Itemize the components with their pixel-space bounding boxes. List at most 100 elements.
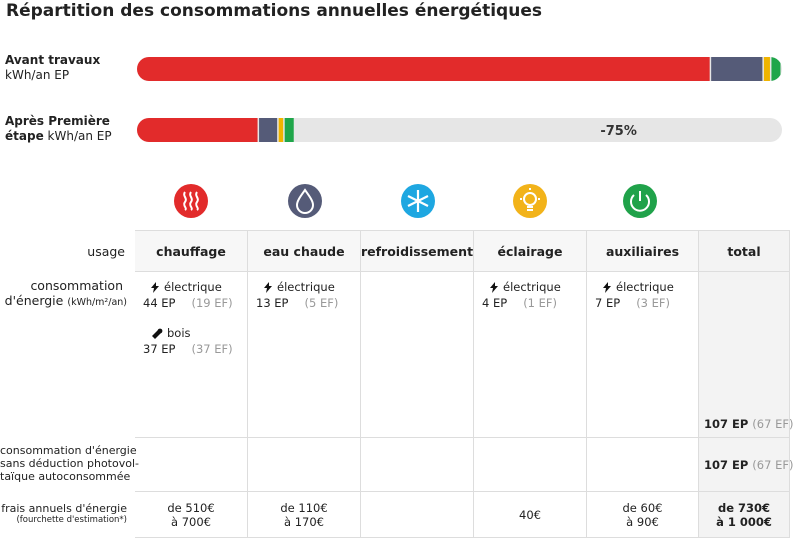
total-cost: à 1 000€	[716, 514, 772, 529]
reduction: -75%	[600, 124, 637, 139]
row-sublabel: taïque autoconsommée	[0, 470, 131, 483]
cell: de 60€ à 90€	[587, 492, 699, 538]
energy-entry: bois 37 EP (37 EF)	[143, 326, 247, 356]
cell	[361, 438, 474, 492]
cell	[587, 438, 699, 492]
cell: électrique 13 EP (5 EF)	[248, 272, 361, 438]
energy-values: 4 EP (1 EF)	[482, 296, 586, 310]
icon-power	[623, 184, 657, 218]
row-label-text: d'énergie	[4, 293, 64, 308]
ef: (19 EF)	[191, 296, 233, 310]
cost: à 90€	[626, 514, 659, 529]
energy-values: 13 EP (5 EF)	[256, 296, 360, 310]
energy-kind: électrique	[277, 280, 335, 294]
ef: (37 EF)	[191, 342, 233, 356]
cell	[474, 438, 587, 492]
row-label-text: consommation	[30, 278, 123, 293]
title: Répartition des consommations annuelles …	[6, 1, 542, 21]
column-header: chauffage	[135, 230, 248, 272]
total-cell: 107 EP (67 EF)	[699, 272, 793, 438]
row-label: consommation d'énergie (kWh/m²/an)	[0, 272, 135, 438]
energy-entry: électrique 7 EP (3 EF)	[595, 280, 698, 310]
energy-icon	[264, 281, 272, 293]
row-label: consommation d'énergie sans déduction pho…	[0, 438, 139, 492]
ep: 13 EP	[256, 296, 289, 310]
row-label-text: sans déduction photovol-	[0, 457, 139, 470]
cell	[361, 492, 474, 538]
row-label-text: consommation d'énergie	[0, 444, 137, 457]
total-ef: (67 EF)	[752, 417, 794, 431]
total-cost: de 730€	[717, 500, 771, 515]
total-ep: 107 EP	[704, 457, 749, 472]
total-cell: de 730€ à 1 000€	[699, 492, 790, 538]
cost: à 700€	[171, 514, 211, 529]
cell: électrique 44 EP (19 EF) bois 37 EP (37 EF)	[135, 272, 248, 438]
bar-segment	[137, 118, 258, 142]
total-value: 107 EP (67 EF)	[704, 417, 793, 431]
ef: (3 EF)	[636, 296, 671, 310]
energy-kind: électrique	[164, 280, 222, 294]
cell	[135, 438, 248, 492]
row-label: frais annuels d'énergie (fourchette d'est…	[0, 492, 135, 538]
cost: 40€	[519, 507, 541, 522]
energy-entry: électrique 4 EP (1 EF)	[482, 280, 586, 310]
icon-light	[513, 184, 547, 218]
bar-segment	[711, 57, 763, 81]
total-cell: 107 EP (67 EF)	[699, 438, 793, 492]
row-label-text: frais annuels d'énergie	[1, 502, 127, 515]
ef: (1 EF)	[523, 296, 558, 310]
energy-type: électrique	[264, 280, 360, 294]
ep: 44 EP	[143, 296, 176, 310]
bar-segment	[763, 57, 770, 81]
cell	[361, 272, 474, 438]
cell: 40€	[474, 492, 587, 538]
bar-label: Après Première étape kWh/an EP	[5, 114, 135, 144]
bar-segment	[259, 118, 278, 142]
column-header: éclairage	[474, 230, 587, 272]
bar-label-text: Après Première étape	[5, 114, 110, 143]
energy-type: électrique	[151, 280, 247, 294]
cost: de 110€	[280, 500, 328, 515]
total-value: 107 EP (67 EF)	[704, 457, 793, 472]
bar-segment	[771, 57, 781, 81]
energy-icon	[151, 281, 159, 293]
total-ep: 107 EP	[704, 417, 749, 431]
bar-unit: kWh/an EP	[47, 129, 112, 143]
bar-label: Avant travaux kWh/an EP	[5, 53, 100, 83]
bar-track	[137, 57, 782, 81]
column-header: eau chaude	[248, 230, 361, 272]
energy-type: bois	[151, 326, 247, 340]
column-header: total	[699, 230, 790, 272]
ep: 4 EP	[482, 296, 508, 310]
bar-label-text: Avant travaux	[5, 53, 101, 67]
icons	[174, 184, 657, 218]
energy-values: 7 EP (3 EF)	[595, 296, 698, 310]
energy-type: électrique	[490, 280, 586, 294]
energy-icon	[490, 281, 498, 293]
bar-segment	[278, 118, 284, 142]
row-sublabel: (kWh/m²/an)	[67, 297, 127, 308]
energy-entry: électrique 44 EP (19 EF)	[143, 280, 247, 310]
energy-icon	[152, 328, 163, 339]
ep: 7 EP	[595, 296, 621, 310]
bar-segment	[137, 57, 710, 81]
ef: (5 EF)	[304, 296, 339, 310]
energy-kind: électrique	[503, 280, 561, 294]
cost: à 170€	[284, 514, 324, 529]
energy-kind: bois	[167, 326, 191, 340]
energy-icon	[603, 281, 611, 293]
energy-kind: électrique	[616, 280, 674, 294]
ep: 37 EP	[143, 342, 176, 356]
energy-entry: électrique 13 EP (5 EF)	[256, 280, 360, 310]
usage-label: usage	[87, 243, 125, 259]
icon-heating	[174, 184, 208, 218]
energy-values: 37 EP (37 EF)	[143, 342, 247, 356]
bar-unit: kWh/an EP	[5, 68, 70, 82]
bar-segment	[284, 118, 294, 142]
icon-water	[288, 184, 322, 218]
bar-track	[137, 118, 782, 142]
energy-type: électrique	[603, 280, 698, 294]
icon-cooling	[401, 184, 435, 218]
